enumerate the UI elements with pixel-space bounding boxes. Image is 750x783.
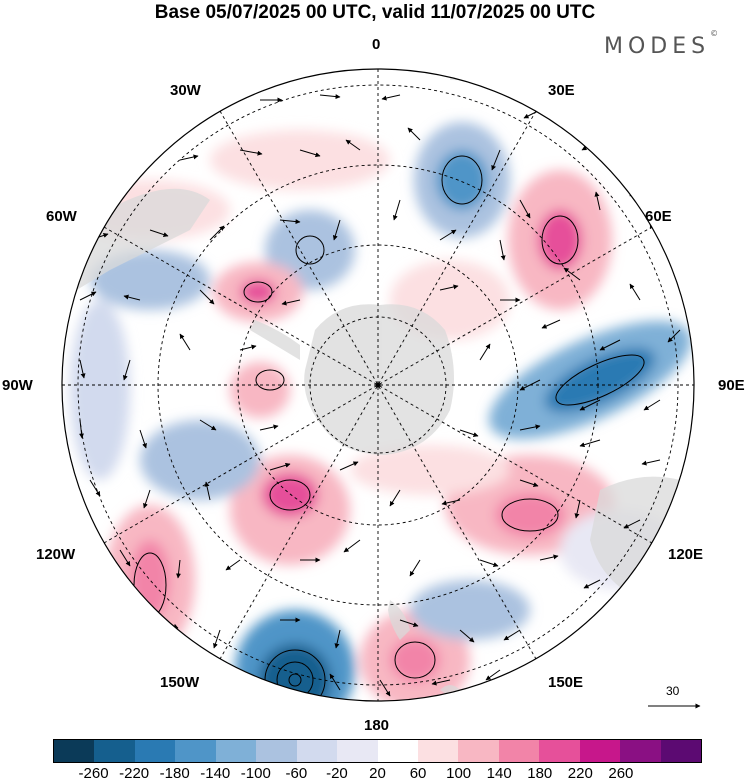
lon-label-30e: 30E — [548, 82, 575, 99]
lon-label-90e: 90E — [718, 377, 745, 394]
colorbar-tick-label: 20 — [369, 765, 386, 782]
lon-label-90w: 90W — [2, 377, 33, 394]
colorbar-tick-label: -220 — [119, 765, 150, 782]
colorbar-tick-label: 100 — [446, 765, 472, 782]
colorbar-tick-label: -100 — [240, 765, 271, 782]
colorbar-tick-label: -20 — [326, 765, 348, 782]
chart-title: Base 05/07/2025 00 UTC, valid 11/07/2025… — [154, 2, 596, 23]
colorbar-tick-label: -60 — [285, 765, 308, 782]
colorbar-tick-label: 260 — [608, 765, 634, 782]
modes-logo: MODES© — [604, 29, 718, 59]
colorbar-tick-label: -260 — [78, 765, 109, 782]
colorbar-swatch — [54, 740, 95, 762]
colorbar-swatch — [539, 740, 580, 762]
lon-label-120w: 120W — [36, 546, 76, 563]
graticule — [62, 69, 694, 701]
colorbar-tick-label: 140 — [486, 765, 512, 782]
colorbar — [53, 739, 702, 763]
colorbar-tick-label: 220 — [567, 765, 593, 782]
lon-label-0: 0 — [372, 36, 381, 53]
colorbar-swatch — [337, 740, 378, 762]
colorbar-swatch — [498, 740, 540, 762]
colorbar-tick-label: 180 — [527, 765, 553, 782]
lon-label-180: 180 — [364, 717, 390, 734]
colorbar-swatch — [660, 740, 701, 762]
colorbar-swatch — [134, 740, 176, 762]
colorbar-swatch — [458, 740, 499, 762]
lon-label-150w: 150W — [160, 674, 200, 691]
lon-label-60e: 60E — [645, 208, 672, 225]
lon-label-150e: 150E — [548, 674, 584, 691]
colorbar-swatch — [175, 740, 216, 762]
brand-name: MODES — [604, 34, 711, 59]
colorbar-swatch — [215, 740, 257, 762]
colorbar-swatch — [256, 740, 297, 762]
reference-vector-label: 30 — [666, 684, 680, 698]
lon-label-30w: 30W — [170, 82, 201, 99]
colorbar-tick-label: -140 — [200, 765, 231, 782]
lon-label-120e: 120E — [668, 546, 704, 563]
colorbar-swatch — [296, 740, 338, 762]
colorbar-swatch — [620, 740, 661, 762]
colorbar-swatch — [377, 740, 418, 762]
colorbar-tick-label: -180 — [159, 765, 190, 782]
lon-label-60w: 60W — [46, 208, 77, 225]
copyright-mark: © — [710, 28, 719, 38]
colorbar-swatch — [94, 740, 135, 762]
colorbar-swatch — [579, 740, 621, 762]
colorbar-tick-label: 60 — [409, 765, 427, 782]
colorbar-swatch — [417, 740, 459, 762]
contours — [133, 155, 645, 701]
